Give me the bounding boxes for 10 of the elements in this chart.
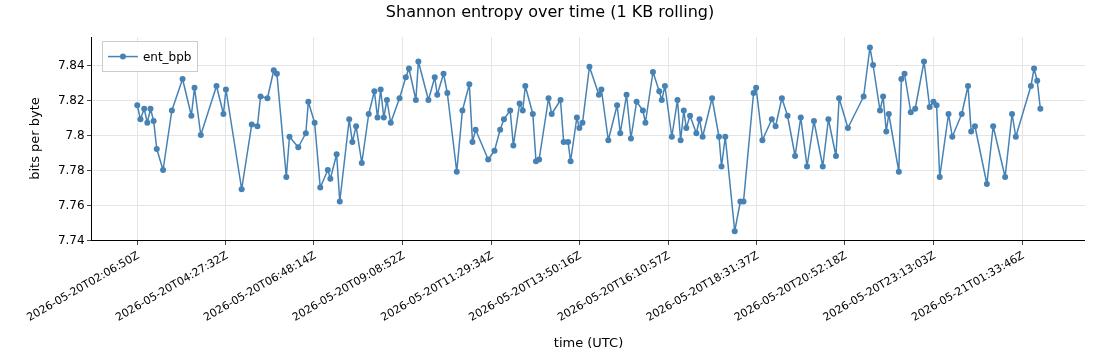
y-tick-label: 7.84 [57, 58, 85, 73]
y-tick-label: 7.78 [57, 163, 85, 178]
legend-label: ent_bpb [142, 50, 192, 65]
chart-title: Shannon entropy over time (1 KB rolling) [385, 1, 715, 21]
x-axis-title: time (UTC) [553, 335, 624, 351]
y-tick-label: 7.8 [65, 128, 85, 143]
y-tick-label: 7.82 [57, 93, 85, 108]
y-tick-label: 7.74 [57, 233, 85, 248]
y-axis-title: bits per byte [26, 97, 42, 180]
y-tick-label: 7.76 [57, 198, 85, 213]
